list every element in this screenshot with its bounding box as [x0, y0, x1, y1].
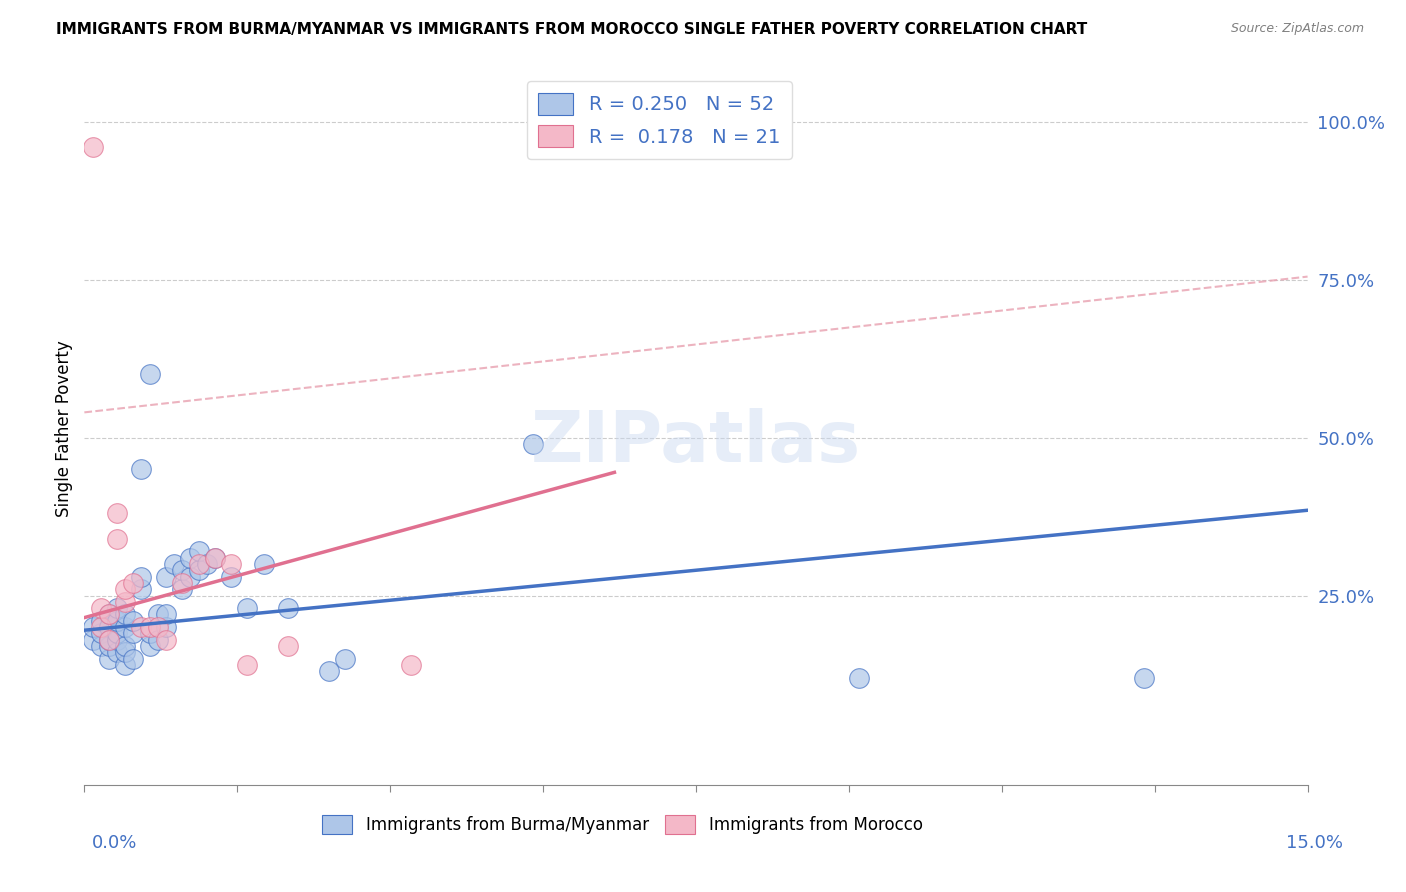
- Point: [122, 614, 145, 628]
- Point: [131, 462, 153, 476]
- Point: [195, 557, 218, 571]
- Text: ZIPatlas: ZIPatlas: [531, 408, 860, 477]
- Point: [114, 657, 136, 672]
- Point: [138, 368, 160, 382]
- Point: [1133, 671, 1156, 685]
- Point: [97, 651, 120, 665]
- Point: [155, 632, 177, 647]
- Point: [138, 620, 160, 634]
- Point: [82, 632, 104, 647]
- Point: [204, 550, 226, 565]
- Point: [187, 557, 209, 571]
- Point: [522, 437, 544, 451]
- Point: [97, 632, 120, 647]
- Point: [172, 582, 194, 597]
- Point: [146, 632, 169, 647]
- Point: [318, 665, 340, 679]
- Point: [146, 607, 169, 622]
- Point: [236, 657, 259, 672]
- Point: [155, 620, 177, 634]
- Point: [146, 620, 169, 634]
- Point: [179, 569, 201, 583]
- Point: [97, 620, 120, 634]
- Point: [105, 632, 128, 647]
- Point: [179, 550, 201, 565]
- Point: [122, 626, 145, 640]
- Point: [114, 645, 136, 659]
- Point: [236, 601, 259, 615]
- Point: [105, 626, 128, 640]
- Point: [172, 575, 194, 590]
- Point: [97, 639, 120, 653]
- Point: [253, 557, 276, 571]
- Text: 15.0%: 15.0%: [1285, 834, 1343, 852]
- Text: Source: ZipAtlas.com: Source: ZipAtlas.com: [1230, 22, 1364, 36]
- Point: [848, 671, 870, 685]
- Point: [114, 582, 136, 597]
- Point: [138, 626, 160, 640]
- Point: [105, 532, 128, 546]
- Point: [335, 651, 357, 665]
- Point: [131, 620, 153, 634]
- Point: [97, 607, 120, 622]
- Y-axis label: Single Father Poverty: Single Father Poverty: [55, 340, 73, 516]
- Point: [277, 639, 299, 653]
- Point: [114, 595, 136, 609]
- Text: IMMIGRANTS FROM BURMA/MYANMAR VS IMMIGRANTS FROM MOROCCO SINGLE FATHER POVERTY C: IMMIGRANTS FROM BURMA/MYANMAR VS IMMIGRA…: [56, 22, 1087, 37]
- Point: [97, 607, 120, 622]
- Point: [114, 620, 136, 634]
- Point: [90, 626, 112, 640]
- Point: [105, 601, 128, 615]
- Point: [82, 620, 104, 634]
- Point: [82, 140, 104, 154]
- Text: 0.0%: 0.0%: [91, 834, 136, 852]
- Point: [114, 607, 136, 622]
- Point: [172, 563, 194, 577]
- Point: [163, 557, 186, 571]
- Point: [90, 614, 112, 628]
- Point: [90, 601, 112, 615]
- Point: [131, 582, 153, 597]
- Point: [187, 544, 209, 558]
- Point: [122, 651, 145, 665]
- Point: [155, 569, 177, 583]
- Point: [105, 645, 128, 659]
- Point: [97, 632, 120, 647]
- Point: [155, 607, 177, 622]
- Point: [122, 575, 145, 590]
- Point: [219, 569, 242, 583]
- Point: [90, 620, 112, 634]
- Point: [131, 569, 153, 583]
- Point: [138, 639, 160, 653]
- Point: [204, 550, 226, 565]
- Legend: Immigrants from Burma/Myanmar, Immigrants from Morocco: Immigrants from Burma/Myanmar, Immigrant…: [316, 808, 929, 841]
- Point: [114, 639, 136, 653]
- Point: [219, 557, 242, 571]
- Point: [105, 614, 128, 628]
- Point: [187, 563, 209, 577]
- Point: [399, 657, 422, 672]
- Point: [105, 507, 128, 521]
- Point: [90, 639, 112, 653]
- Point: [277, 601, 299, 615]
